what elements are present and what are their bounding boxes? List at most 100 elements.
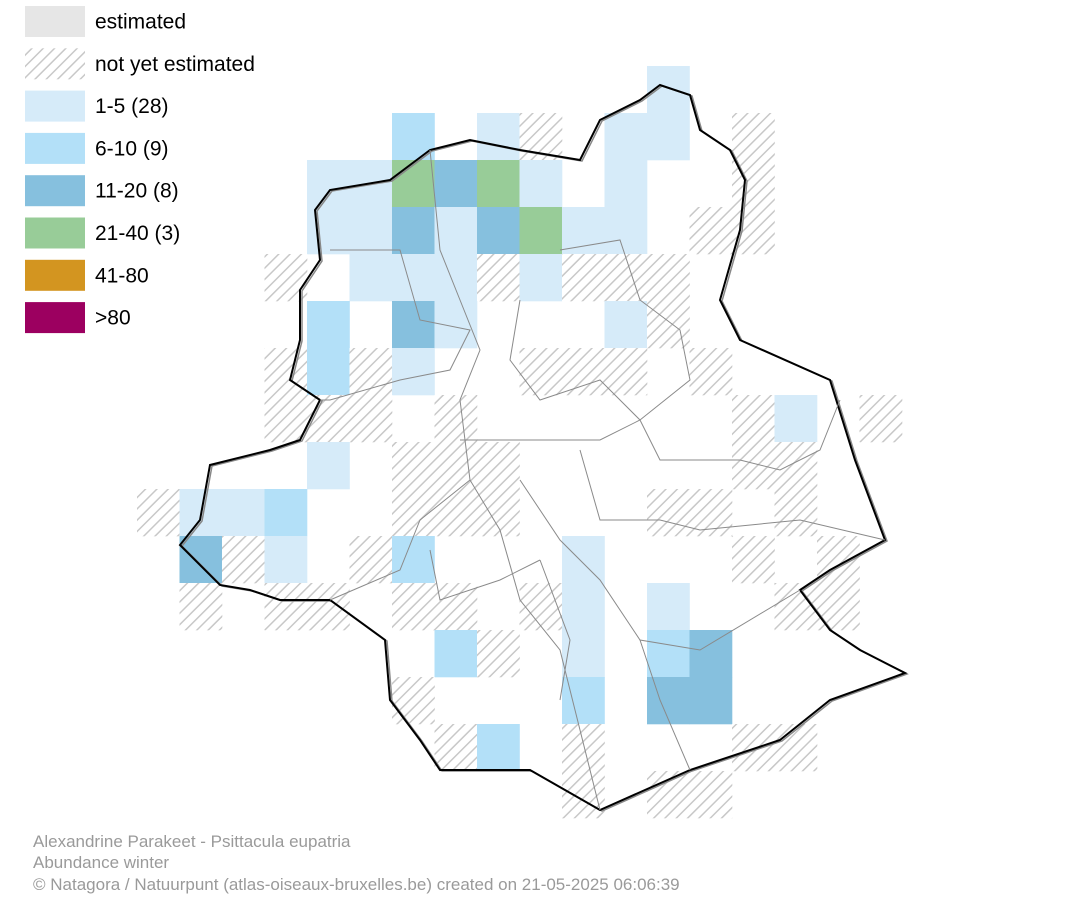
legend-label: 21-40 (3)	[95, 222, 180, 245]
grid-cell	[434, 395, 478, 443]
grid-cell	[477, 489, 520, 537]
grid-cell	[604, 160, 648, 208]
grid-cell	[392, 301, 435, 349]
grid-cell	[604, 301, 648, 349]
grid-cell	[179, 583, 223, 631]
grid-cell	[349, 348, 393, 396]
grid-cell	[604, 207, 648, 255]
legend-swatch	[25, 259, 85, 291]
grid-cell	[349, 254, 393, 302]
legend-swatch	[25, 302, 85, 334]
legend-label: >80	[95, 307, 131, 330]
grid-cell	[392, 348, 435, 396]
region-border	[178, 83, 908, 812]
grid-cell	[732, 536, 775, 584]
grid-cell	[774, 489, 818, 537]
grid-cell	[392, 536, 435, 584]
grid-cell	[434, 442, 478, 490]
grid-cell	[519, 348, 563, 396]
commune-border	[460, 239, 691, 441]
grid-cell	[519, 207, 563, 255]
grid-cell	[562, 724, 605, 772]
grid-cell	[307, 395, 350, 443]
legend-swatch	[25, 217, 85, 249]
grid-cell	[647, 489, 690, 537]
grid-cell	[222, 489, 265, 537]
grid-cell	[307, 348, 350, 396]
grid-cell	[434, 254, 478, 302]
grid-cell	[562, 348, 605, 396]
commune-border	[539, 559, 571, 701]
grid-cell	[562, 536, 605, 584]
grid-cell	[774, 724, 818, 772]
grid-cell	[137, 489, 180, 537]
grid-cell	[434, 583, 478, 631]
grid-cell	[434, 207, 478, 255]
grid-cell	[392, 442, 435, 490]
commune-border	[429, 549, 541, 601]
footer-subtitle: Abundance winter	[33, 853, 169, 872]
legend-label: 11-20 (8)	[95, 180, 179, 203]
commune-border	[639, 639, 691, 771]
grid-cell	[392, 583, 435, 631]
grid-cell	[732, 395, 775, 443]
commune-border	[519, 479, 801, 651]
grid-cell	[222, 536, 265, 584]
legend-swatch	[25, 48, 85, 80]
grid-cell	[732, 113, 775, 161]
legend-label: 41-80	[95, 264, 149, 287]
commune-border	[639, 399, 841, 471]
grid-cell	[307, 160, 350, 208]
grid-cell	[392, 677, 435, 725]
grid-cell	[689, 207, 733, 255]
grid-cell	[477, 207, 520, 255]
grid-cell	[392, 489, 435, 537]
grid-cell	[434, 489, 478, 537]
grid-cell	[477, 113, 520, 161]
legend-label: not yet estimated	[95, 53, 255, 76]
grid-cell	[647, 113, 690, 161]
grid-cell	[519, 583, 563, 631]
grid-cell	[689, 771, 733, 819]
grid-cell	[392, 254, 435, 302]
footer-credit: © Natagora / Natuurpunt (atlas-oiseaux-b…	[33, 875, 680, 894]
grid-cell	[647, 771, 690, 819]
grid-cell	[349, 536, 393, 584]
grid-cell	[307, 301, 350, 349]
legend-label: 6-10 (9)	[95, 137, 169, 160]
legend-label: estimated	[95, 11, 186, 34]
legend-swatch	[25, 90, 85, 122]
commune-border	[579, 449, 886, 541]
grid-cell	[477, 630, 520, 678]
grid-cell	[434, 630, 478, 678]
grid-cell	[307, 442, 350, 490]
grid-cell	[264, 583, 308, 631]
grid-cell	[307, 583, 350, 631]
grid-cell	[562, 771, 605, 819]
commune-border	[509, 299, 641, 421]
grid-cell	[349, 207, 393, 255]
grid-cell	[562, 583, 605, 631]
grid-cell	[562, 207, 605, 255]
commune-border	[320, 249, 471, 401]
grid-cell	[434, 160, 478, 208]
grid-cell	[732, 442, 775, 490]
grid-cell	[774, 583, 818, 631]
grid-cell	[689, 630, 733, 678]
grid-cell	[179, 536, 223, 584]
grid-cell	[604, 113, 648, 161]
grid-cell	[264, 536, 308, 584]
grid-cell	[647, 254, 690, 302]
grid-cell	[647, 583, 690, 631]
grid-cell	[604, 254, 648, 302]
grid-cell	[604, 348, 648, 396]
grid-cell	[434, 724, 478, 772]
grid-cell	[647, 677, 690, 725]
grid-cell	[392, 207, 435, 255]
legend-swatch	[25, 6, 85, 37]
grid-cell	[349, 395, 393, 443]
grid-cell	[477, 254, 520, 302]
grid-cell	[519, 254, 563, 302]
